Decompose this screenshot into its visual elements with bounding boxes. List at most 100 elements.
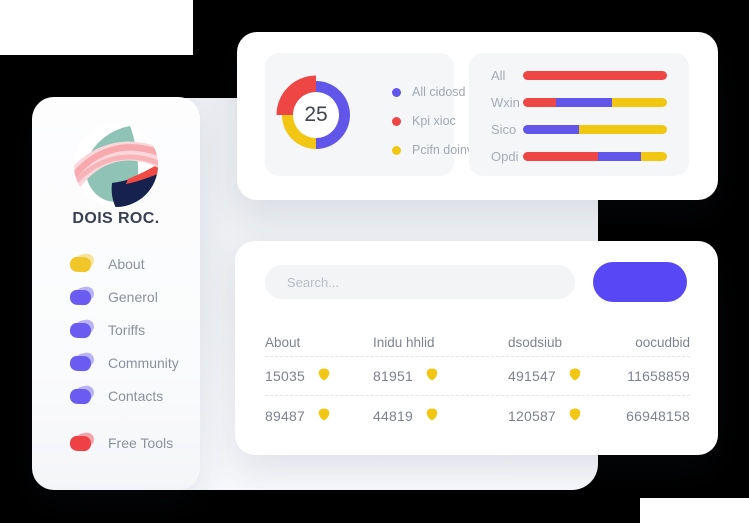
donut-chart [276,75,350,149]
legend-dot-icon [392,145,401,155]
charts-card: 25 All cidosd Kpi xioc Pcifn doinvi All Wxi… [237,32,718,200]
legend-item: All cidosd [392,84,476,100]
legend-label: Kpi xioc [412,114,456,128]
shield-badge-icon [569,368,581,384]
cell-value: 81951 [373,368,413,384]
bar-track [523,125,667,134]
decor-rect-bottom-right [640,498,749,523]
table-card: About Inidu hhlid dsodsiub oocudbid 15035 81… [235,241,718,455]
sidebar-item-label: Community [108,354,179,371]
shield-badge-icon [426,368,438,384]
table-cell: 491547 [508,368,625,384]
sidebar-item-label: Free Tools [108,434,174,451]
sidebar-item-generol[interactable]: Generol [69,280,194,313]
legend-label: All cidosd [412,85,466,99]
sidebar: DOIS ROC. About Generol Toriffs Community Co… [32,97,200,490]
brand-logo [74,123,158,207]
menu-blob-icon [69,318,96,340]
cell-value: 15035 [265,368,305,384]
sidebar-item-label: Generol [108,288,158,305]
cell-value: 491547 [508,368,556,384]
sidebar-menu: About Generol Toriffs Community Contacts Free… [69,247,194,459]
column-header-2: dsodsiub [508,335,563,350]
bar-category-label: Sico [491,122,517,137]
cell-value: 89487 [265,407,305,424]
bar-segment [641,152,667,161]
sidebar-item-contacts[interactable]: Contacts [69,379,194,412]
bar-segment [523,71,667,80]
column-header-1: Inidu hhlid [373,335,435,350]
menu-blob-icon [69,252,96,274]
menu-blob-icon [69,285,96,307]
donut-slice-1 [282,115,316,149]
bar-row-wxin: Wxin [491,89,667,116]
donut-slice-0 [316,81,350,149]
sidebar-item-about[interactable]: About [69,247,194,280]
table-row[interactable]: 89487 44819 120587 66948158 [265,396,690,435]
bar-row-all: All [491,62,667,89]
table-cell: 11658859 [625,368,690,384]
bar-track [523,98,667,107]
table-cell: 44819 [373,408,508,424]
data-table: About Inidu hhlid dsodsiub oocudbid 15035 81… [265,329,690,435]
column-header-3: oocudbid [635,335,690,350]
blob-shape [69,322,92,338]
search-bar [265,265,575,299]
blob-shape [69,435,92,451]
shield-badge-icon [426,408,438,424]
menu-blob-icon [69,431,96,453]
bar-track [523,71,667,80]
bar-segment [612,98,667,107]
bar-segment [523,98,557,107]
table-cell: 66948158 [625,408,690,424]
sidebar-item-label: Toriffs [108,321,146,338]
bar-segment [597,152,642,161]
shield-badge-icon [318,368,330,384]
table-header-row: About Inidu hhlid dsodsiub oocudbid [265,329,690,357]
cell-value: 120587 [508,407,556,424]
logo-icon [74,123,158,207]
sidebar-item-toriffs[interactable]: Toriffs [69,313,194,346]
bar-category-label: All [491,68,506,83]
bar-category-label: Opdi [491,149,519,164]
bar-track [523,152,667,161]
shield-badge-icon [318,408,330,424]
bar-chart: All Wxin Sico Opdi [491,62,667,170]
table-cell: 89487 [265,408,373,424]
brand-title: DOIS ROC. [72,210,160,227]
legend-item: Pcifn doinvi [392,142,476,158]
bar-chart-panel: All Wxin Sico Opdi [469,53,689,176]
legend-dot-icon [392,87,401,97]
menu-blob-icon [69,384,96,406]
search-input[interactable] [265,265,575,299]
sidebar-item-free-tools[interactable]: Free Tools [69,426,194,459]
donut-slice-2 [276,75,316,115]
blob-shape [69,256,92,272]
donut-legend: All cidosd Kpi xioc Pcifn doinvi [392,84,476,158]
bar-category-label: Wxin [491,95,520,110]
bar-segment [579,125,667,134]
sidebar-item-community[interactable]: Community [69,346,194,379]
table-cell: 81951 [373,368,508,384]
bar-segment [556,98,613,107]
cell-value: 11658859 [627,368,690,384]
bar-segment [523,152,598,161]
table-row[interactable]: 15035 81951 491547 11658859 [265,357,690,396]
legend-label: Pcifn doinvi [412,143,476,157]
menu-blob-icon [69,351,96,373]
blob-shape [69,388,92,404]
decor-rect-top-left [0,0,193,55]
legend-item: Kpi xioc [392,113,476,129]
table-cell: 120587 [508,408,625,424]
sidebar-item-label: About [108,255,145,272]
donut-chart-panel: 25 All cidosd Kpi xioc Pcifn doinvi [265,53,476,176]
bar-row-sico: Sico [491,116,667,143]
legend-dot-icon [392,116,401,126]
column-header-0: About [265,335,301,350]
table-cell: 15035 [265,368,373,384]
primary-action-button[interactable] [593,262,687,302]
shield-badge-icon [569,408,581,424]
sidebar-item-label: Contacts [108,387,164,404]
cell-value: 44819 [373,407,413,424]
